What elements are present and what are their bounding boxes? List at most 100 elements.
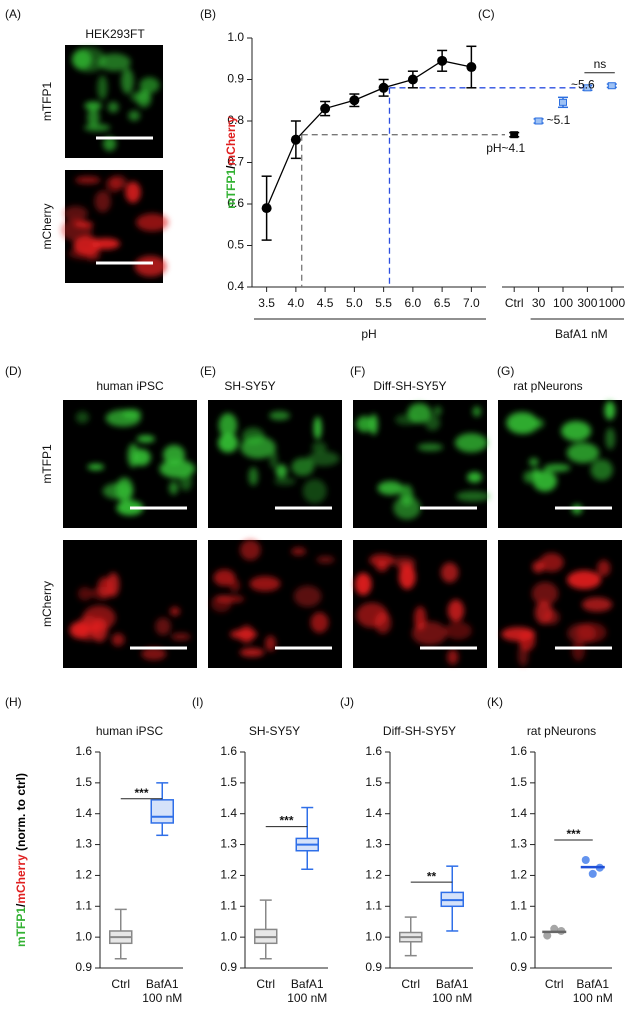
cell: [369, 553, 394, 567]
cell: [293, 585, 322, 607]
micrograph: [63, 400, 197, 528]
chart-title: human iPSC: [96, 724, 164, 738]
panel-label: (D): [5, 364, 22, 378]
x-tick-label-line: 100 nM: [142, 991, 182, 1005]
cell: [76, 615, 101, 641]
x-tick-label: 4.0: [288, 296, 305, 310]
x-tick-label-line: BafA1: [436, 977, 469, 991]
cell: [121, 68, 134, 94]
annotation: pH~4.1: [486, 141, 525, 155]
annotation: ~5.1: [547, 113, 571, 127]
cell: [444, 621, 472, 640]
cell: [218, 433, 239, 453]
y-tick-label: 1.0: [220, 929, 237, 943]
cells: [71, 46, 160, 152]
data-point: [583, 84, 592, 92]
y-tick-label: 0.6: [227, 196, 244, 210]
cell: [291, 547, 307, 556]
cell: [134, 255, 167, 277]
x-tick-label: 7.0: [463, 296, 480, 310]
image-title: HEK293FT: [85, 27, 145, 41]
x-axis-label: BafA1 nM: [555, 327, 608, 341]
cell: [169, 606, 181, 617]
cells: [354, 553, 472, 665]
cell: [155, 617, 171, 636]
data-point: [581, 856, 590, 864]
cell: [531, 581, 559, 606]
cell: [567, 570, 602, 590]
cell: [249, 576, 281, 592]
cell: [275, 464, 288, 479]
cell: [571, 639, 585, 661]
y-tick-label: 1.4: [510, 806, 527, 820]
cell: [179, 471, 193, 491]
y-axis-label-part: /: [224, 165, 238, 169]
panel-label: (B): [200, 7, 216, 21]
y-tick-label: 1.5: [75, 775, 92, 789]
cell: [307, 451, 340, 467]
cell: [447, 649, 459, 665]
data-point: [261, 203, 272, 214]
cell: [248, 467, 259, 486]
panel-label: (H): [5, 695, 22, 709]
x-tick-label: BafA1 100 nM: [432, 977, 472, 1005]
cell: [125, 181, 141, 203]
y-axis-label-part: mTFP1: [14, 907, 28, 947]
micrograph: [498, 400, 622, 528]
panel-label: (C): [478, 7, 495, 21]
cell: [472, 406, 482, 417]
cell: [310, 612, 329, 633]
x-tick-label-line: BafA1: [291, 977, 324, 991]
y-tick-label: 1.3: [75, 837, 92, 851]
data-point: [559, 98, 567, 106]
chart-title: rat pNeurons: [527, 724, 596, 738]
cell: [369, 413, 378, 435]
cell: [356, 415, 374, 433]
x-tick-label: 5.5: [375, 296, 392, 310]
x-tick-label-line: 100 nM: [573, 991, 613, 1005]
x-axis-label: pH: [361, 327, 376, 341]
y-tick-label: 1.3: [220, 837, 237, 851]
y-tick-label: 1.6: [365, 744, 382, 758]
cell: [97, 75, 108, 100]
cell: [273, 477, 296, 486]
x-tick-label: Ctrl: [256, 977, 275, 991]
y-tick-label: 1.3: [365, 837, 382, 851]
cell: [171, 632, 191, 641]
cell: [414, 606, 427, 631]
cell: [581, 597, 613, 612]
y-tick-label: 1.2: [220, 868, 237, 882]
panel-label: (K): [487, 695, 503, 709]
micrograph: [353, 400, 491, 528]
cell: [605, 427, 616, 450]
cell: [433, 406, 442, 416]
cell: [105, 176, 122, 193]
y-axis-label: mTFP1/mCherry: [224, 116, 238, 209]
cell: [590, 459, 613, 481]
cell: [264, 635, 276, 652]
cell: [168, 481, 179, 495]
cell: [122, 408, 142, 419]
cell: [127, 443, 139, 468]
y-tick-label: 0.8: [227, 113, 244, 127]
x-tick-label: Ctrl: [505, 296, 524, 310]
y-tick-label: 1.4: [75, 806, 92, 820]
channel-label: mCherry: [40, 203, 54, 249]
cells: [61, 175, 169, 277]
cell: [509, 414, 541, 435]
data-point: [534, 117, 543, 125]
x-tick-label: BafA1 100 nM: [287, 977, 327, 1005]
data-point: [510, 131, 519, 139]
cell: [311, 441, 327, 453]
y-axis-label: mTFP1/mCherry (norm. to ctrl): [14, 773, 28, 947]
cell: [229, 579, 241, 592]
cell: [87, 108, 100, 127]
cell: [454, 433, 488, 453]
micrograph: [208, 400, 342, 528]
cells: [218, 411, 340, 504]
cell: [467, 471, 483, 483]
y-tick-label: 1.6: [510, 744, 527, 758]
cell: [316, 555, 335, 564]
cell: [313, 416, 322, 440]
x-tick-label: 1000: [598, 296, 625, 310]
